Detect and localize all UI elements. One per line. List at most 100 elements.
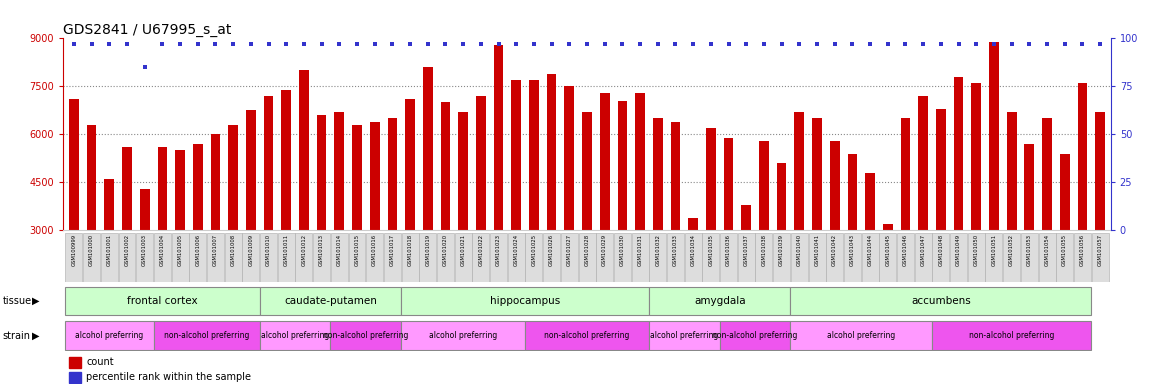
FancyBboxPatch shape — [632, 233, 648, 282]
Bar — [830, 141, 839, 230]
FancyBboxPatch shape — [666, 233, 684, 282]
Bar — [264, 96, 274, 230]
Text: non-alcohol preferring: non-alcohol preferring — [969, 331, 1054, 340]
Bar — [688, 218, 698, 230]
Text: GSM101054: GSM101054 — [1044, 234, 1050, 266]
Text: GSM101024: GSM101024 — [513, 234, 519, 266]
Bar — [335, 112, 344, 230]
Point — [83, 41, 101, 47]
FancyBboxPatch shape — [171, 233, 189, 282]
Text: ▶: ▶ — [32, 331, 40, 341]
FancyBboxPatch shape — [685, 233, 702, 282]
FancyBboxPatch shape — [968, 233, 985, 282]
Point — [772, 41, 791, 47]
FancyBboxPatch shape — [719, 321, 791, 350]
FancyBboxPatch shape — [402, 321, 525, 350]
Text: percentile rank within the sample: percentile rank within the sample — [86, 372, 251, 382]
Bar — [883, 224, 893, 230]
Bar — [671, 122, 680, 230]
FancyBboxPatch shape — [1021, 233, 1038, 282]
FancyBboxPatch shape — [897, 233, 914, 282]
FancyBboxPatch shape — [932, 321, 1091, 350]
Bar — [989, 41, 999, 230]
FancyBboxPatch shape — [402, 233, 419, 282]
Text: GSM101029: GSM101029 — [602, 234, 608, 266]
Text: GSM101044: GSM101044 — [868, 234, 872, 266]
Text: GSM101021: GSM101021 — [460, 234, 466, 266]
Point — [224, 41, 243, 47]
Text: alcohol preferring: alcohol preferring — [75, 331, 144, 340]
FancyBboxPatch shape — [260, 233, 277, 282]
Bar — [69, 357, 81, 367]
Point — [383, 41, 402, 47]
FancyBboxPatch shape — [224, 233, 242, 282]
Text: tissue: tissue — [2, 296, 31, 306]
FancyBboxPatch shape — [525, 321, 649, 350]
Text: ▶: ▶ — [32, 296, 40, 306]
Text: GSM101056: GSM101056 — [1080, 234, 1085, 266]
FancyBboxPatch shape — [330, 233, 348, 282]
Point — [436, 41, 455, 47]
Text: GSM101027: GSM101027 — [566, 234, 572, 266]
FancyBboxPatch shape — [366, 233, 383, 282]
Bar — [1042, 118, 1052, 230]
FancyBboxPatch shape — [384, 233, 401, 282]
FancyBboxPatch shape — [330, 321, 402, 350]
Text: strain: strain — [2, 331, 30, 341]
Point — [825, 41, 844, 47]
FancyBboxPatch shape — [508, 233, 525, 282]
Point — [100, 41, 119, 47]
Point — [719, 41, 738, 47]
Text: GSM101042: GSM101042 — [832, 234, 837, 266]
Bar — [936, 109, 946, 230]
Bar — [653, 118, 663, 230]
FancyBboxPatch shape — [862, 233, 878, 282]
Bar — [813, 118, 822, 230]
Text: GSM101001: GSM101001 — [107, 234, 112, 266]
Text: GSM101050: GSM101050 — [974, 234, 978, 266]
Text: amygdala: amygdala — [694, 296, 746, 306]
Text: GSM101017: GSM101017 — [390, 234, 395, 266]
Point — [914, 41, 932, 47]
Point — [453, 41, 472, 47]
Bar — [477, 96, 486, 230]
Point — [366, 41, 384, 47]
Bar — [352, 125, 361, 230]
FancyBboxPatch shape — [985, 233, 1003, 282]
FancyBboxPatch shape — [561, 233, 578, 282]
Text: GSM101057: GSM101057 — [1098, 234, 1103, 266]
Text: GSM101012: GSM101012 — [302, 234, 306, 266]
FancyBboxPatch shape — [844, 233, 861, 282]
Text: GSM101020: GSM101020 — [443, 234, 448, 266]
Bar — [706, 128, 716, 230]
FancyBboxPatch shape — [613, 233, 631, 282]
Point — [1055, 41, 1074, 47]
Text: GSM101048: GSM101048 — [938, 234, 944, 266]
Point — [613, 41, 632, 47]
Bar — [1007, 112, 1016, 230]
Point — [648, 41, 666, 47]
FancyBboxPatch shape — [773, 233, 790, 282]
Point — [170, 41, 189, 47]
FancyBboxPatch shape — [1091, 233, 1108, 282]
Text: GSM101014: GSM101014 — [337, 234, 342, 266]
Point — [1020, 41, 1038, 47]
Bar — [582, 112, 592, 230]
Text: GSM101006: GSM101006 — [196, 234, 200, 266]
FancyBboxPatch shape — [243, 233, 259, 282]
Bar — [388, 118, 397, 230]
Bar — [246, 111, 256, 230]
FancyBboxPatch shape — [419, 233, 436, 282]
Bar — [211, 134, 220, 230]
Point — [312, 41, 330, 47]
Bar — [369, 122, 380, 230]
Point — [295, 41, 313, 47]
Point — [755, 41, 773, 47]
Bar — [1077, 83, 1088, 230]
Text: GSM101000: GSM101000 — [89, 234, 94, 266]
Point — [259, 41, 277, 47]
Bar — [741, 205, 752, 230]
FancyBboxPatch shape — [649, 321, 719, 350]
Point — [702, 41, 721, 47]
Bar — [918, 96, 928, 230]
